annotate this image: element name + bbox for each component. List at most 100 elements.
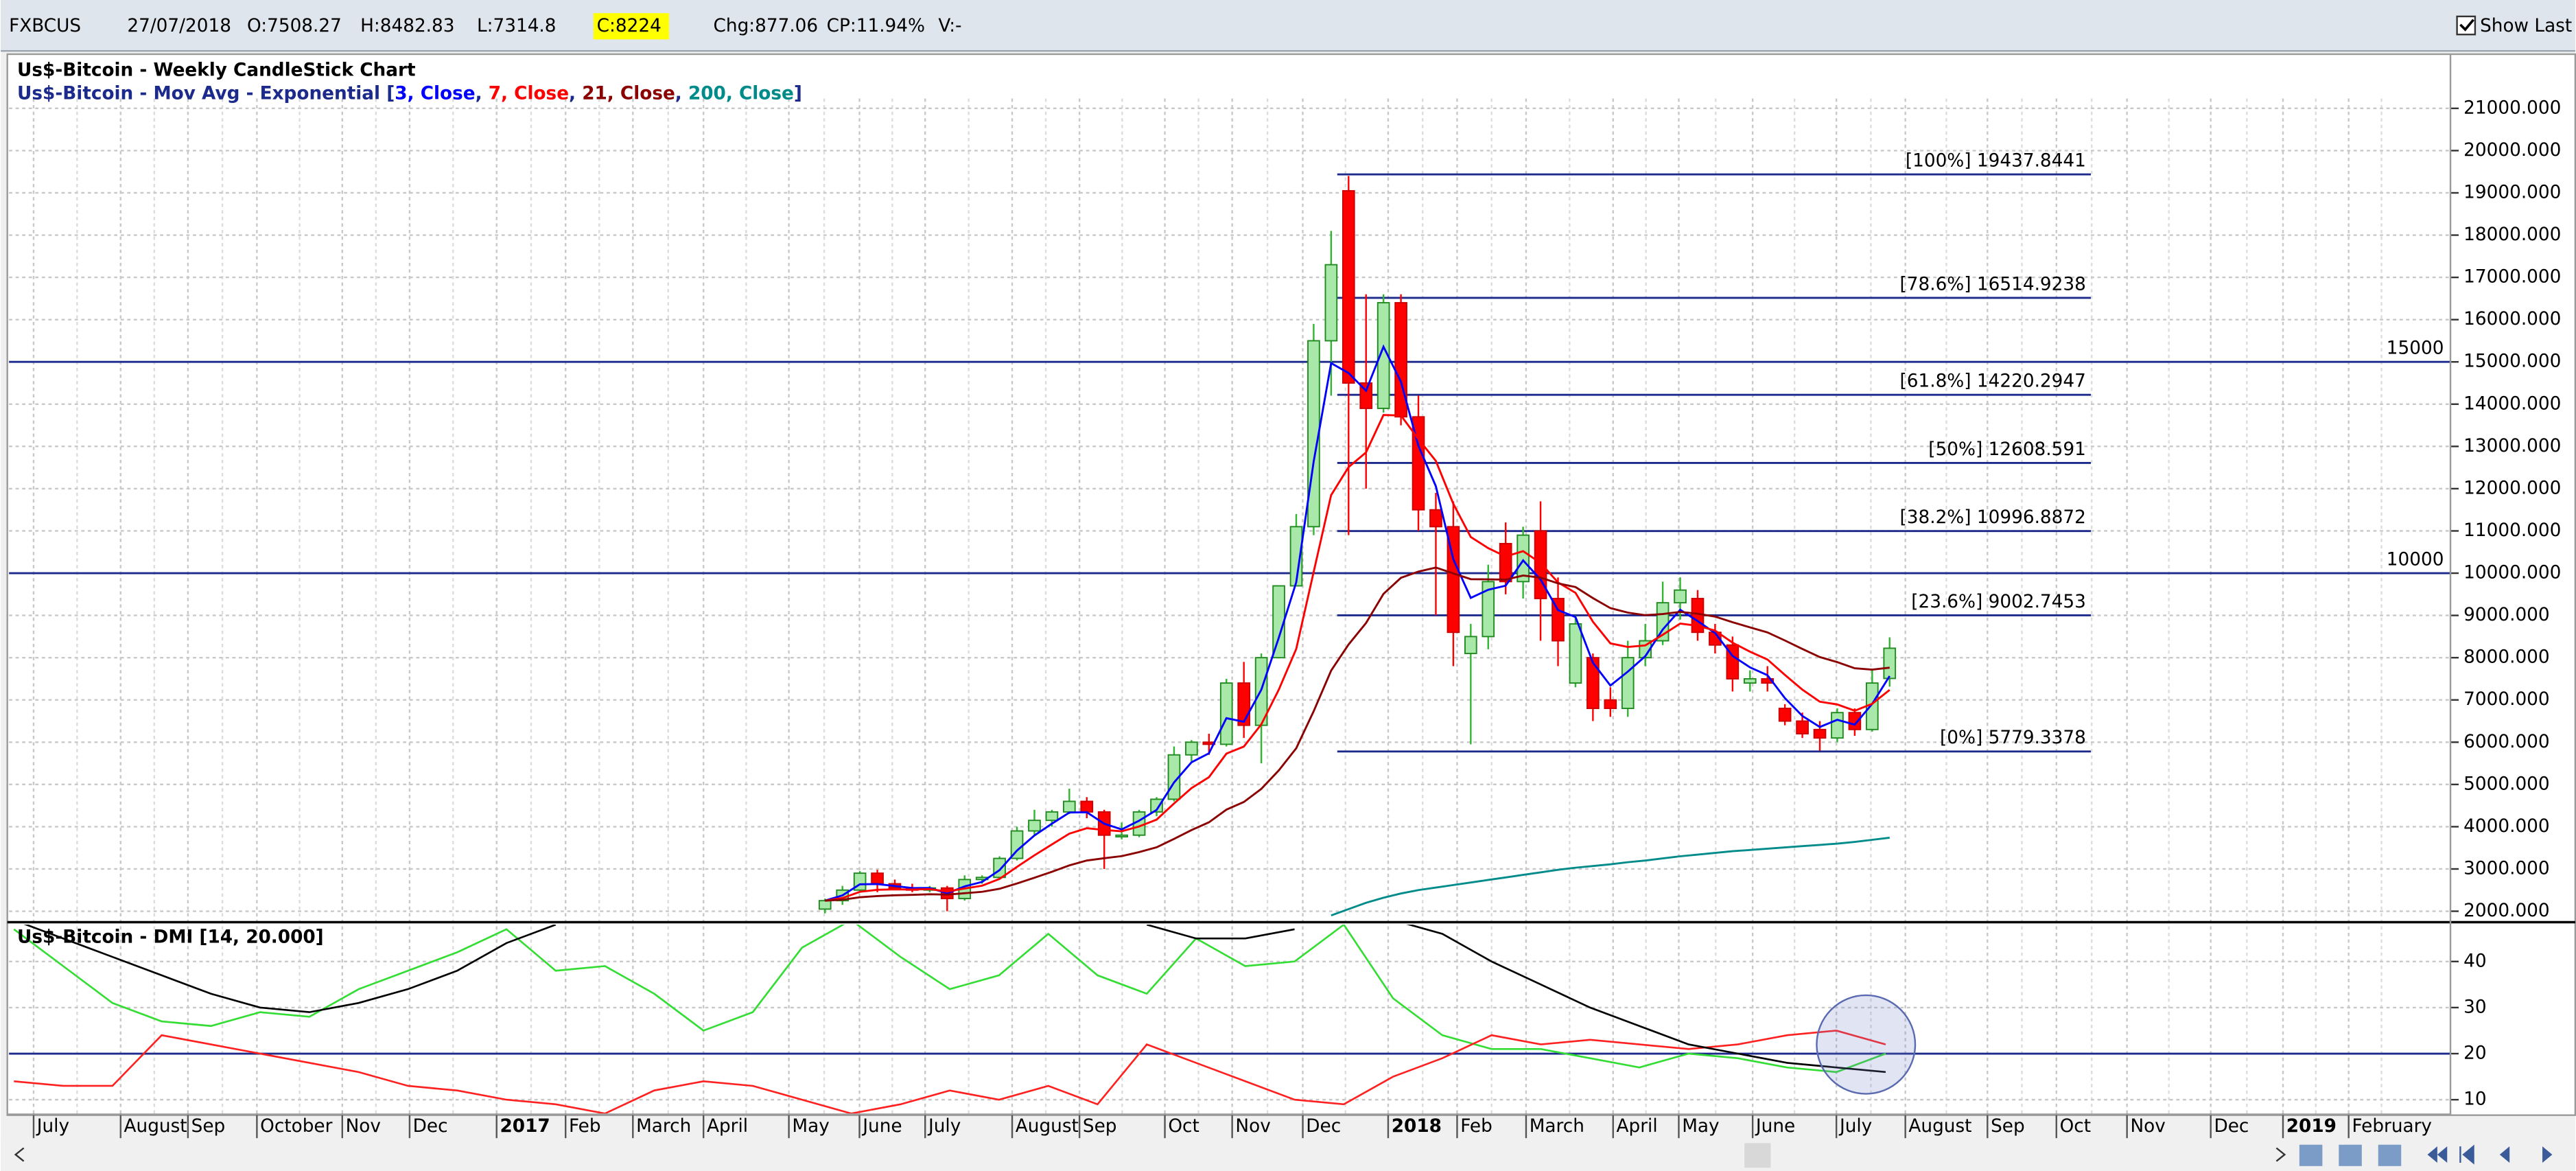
candle-body bbox=[1743, 677, 1757, 684]
candle-body bbox=[1342, 189, 1355, 384]
candle-body bbox=[1621, 657, 1635, 709]
checkmark bbox=[2459, 19, 2474, 32]
legend-text: Us$-Bitcoin - Mov Avg - Exponential [ bbox=[17, 83, 395, 104]
candle-body bbox=[871, 872, 884, 885]
legend-text: , bbox=[675, 83, 688, 104]
candle-body bbox=[1028, 820, 1041, 832]
x-tick-label: Dec bbox=[413, 1116, 448, 1137]
dmi-title: Us$-Bitcoin - DMI [14, 20.000] bbox=[17, 927, 324, 948]
y-tick-label: 8000.000 bbox=[2463, 647, 2549, 668]
candle-body bbox=[1604, 699, 1617, 709]
highlight-circle bbox=[1816, 994, 1917, 1095]
x-tick-label: May bbox=[1682, 1116, 1719, 1137]
legend-text: 200, Close bbox=[688, 83, 794, 104]
fib-label: [0%] 5779.3378 bbox=[1940, 728, 2086, 748]
candle-body bbox=[1883, 647, 1897, 680]
x-tick-label: 2017 bbox=[500, 1116, 550, 1137]
x-tick-label: July bbox=[927, 1116, 961, 1137]
candle-body bbox=[1412, 416, 1425, 511]
fib-label: [38.2%] 10996.8872 bbox=[1899, 507, 2085, 528]
close: C:8224 bbox=[597, 16, 661, 36]
x-tick-label: 2018 bbox=[1392, 1116, 1442, 1137]
candle-body bbox=[1761, 677, 1775, 684]
dmi-line bbox=[23, 925, 557, 1013]
candle-body bbox=[1237, 682, 1251, 726]
candle-body bbox=[1219, 682, 1233, 745]
candle-body bbox=[1185, 741, 1198, 756]
y-tick-label: 17000.000 bbox=[2463, 267, 2561, 288]
fib-label: [61.8%] 14220.2947 bbox=[1899, 371, 2085, 392]
y-tick-label: 6000.000 bbox=[2463, 732, 2549, 752]
scroll-right[interactable] bbox=[2275, 1147, 2286, 1162]
y-tick-label: 15000.000 bbox=[2463, 351, 2561, 372]
x-tick-label: April bbox=[707, 1116, 748, 1137]
y-tick-label: 40 bbox=[2463, 951, 2486, 971]
low: L:7314.8 bbox=[477, 16, 557, 36]
legend-text: , bbox=[569, 83, 582, 104]
x-tick-label: March bbox=[1530, 1116, 1584, 1137]
nav-button[interactable] bbox=[2499, 1146, 2510, 1163]
candle-body bbox=[1359, 382, 1373, 409]
x-tick-label: July bbox=[36, 1116, 69, 1137]
change: Chg:877.06 bbox=[714, 16, 819, 36]
candle-body bbox=[1080, 800, 1094, 813]
dmi-line bbox=[1406, 925, 1886, 1074]
high: H:8482.83 bbox=[360, 16, 454, 36]
y-tick-label: 3000.000 bbox=[2463, 858, 2549, 879]
tool-button[interactable] bbox=[2378, 1144, 2402, 1166]
x-tick-label: June bbox=[861, 1116, 902, 1137]
y-tick-label: 18000.000 bbox=[2463, 224, 2561, 245]
show-last-label[interactable]: Show Last bbox=[2480, 16, 2572, 36]
y-tick-label: 20000.000 bbox=[2463, 140, 2561, 161]
candle-body bbox=[1534, 530, 1547, 599]
candle-body bbox=[1150, 798, 1163, 813]
x-tick-label: Nov bbox=[346, 1116, 381, 1137]
x-tick-label: Feb bbox=[569, 1116, 601, 1137]
toolbar bbox=[1, 0, 2575, 51]
nav-button[interactable] bbox=[2542, 1146, 2553, 1163]
x-tick-label: August bbox=[1016, 1116, 1079, 1137]
x-tick-label: Oct bbox=[2060, 1116, 2091, 1137]
x-tick-label: Sep bbox=[1991, 1116, 2025, 1137]
tool-button[interactable] bbox=[2339, 1144, 2362, 1166]
candle-body bbox=[1569, 623, 1582, 684]
x-tick-label: 2019 bbox=[2286, 1116, 2337, 1137]
level-label: 10000 bbox=[2387, 549, 2444, 570]
x-tick-label: Nov bbox=[1235, 1116, 1270, 1137]
fib-label: [78.6%] 16514.9238 bbox=[1899, 274, 2085, 294]
ma-legend: Us$-Bitcoin - Mov Avg - Exponential [3, … bbox=[17, 83, 802, 104]
candle-body bbox=[1377, 302, 1390, 409]
level-label: 15000 bbox=[2387, 338, 2444, 359]
candle-body bbox=[1778, 708, 1792, 722]
scrollbar[interactable] bbox=[1, 1139, 2575, 1171]
x-tick-label: May bbox=[792, 1116, 829, 1137]
candle-body bbox=[1464, 636, 1477, 654]
candle-body bbox=[1429, 509, 1442, 528]
candle-body bbox=[1482, 581, 1495, 638]
x-tick-label: Sep bbox=[1083, 1116, 1117, 1137]
fib-label: [50%] 12608.591 bbox=[1928, 439, 2086, 460]
y-tick-label: 7000.000 bbox=[2463, 689, 2549, 710]
y-tick-label: 16000.000 bbox=[2463, 309, 2561, 329]
candle-body bbox=[1552, 598, 1565, 642]
x-tick-label: October bbox=[260, 1116, 332, 1137]
scroll-thumb[interactable] bbox=[1744, 1143, 1771, 1168]
date: 27/07/2018 bbox=[127, 16, 231, 36]
y-tick-label: 2000.000 bbox=[2463, 901, 2549, 921]
tool-button[interactable] bbox=[2299, 1144, 2323, 1166]
candle-body bbox=[1115, 834, 1128, 838]
x-tick-label: July bbox=[1838, 1116, 1872, 1137]
chart-title: Us$-Bitcoin - Weekly CandleStick Chart bbox=[17, 60, 416, 80]
volume: V:- bbox=[938, 16, 961, 36]
x-tick-label: August bbox=[1908, 1116, 1971, 1137]
y-tick-label: 13000.000 bbox=[2463, 436, 2561, 456]
scroll-left[interactable] bbox=[14, 1147, 25, 1162]
x-tick-label: Dec bbox=[1306, 1116, 1341, 1137]
fib-label: [100%] 19437.8441 bbox=[1906, 150, 2086, 171]
candle-body bbox=[1831, 712, 1844, 739]
candle-body bbox=[1499, 542, 1512, 583]
nav-button[interactable] bbox=[2459, 1144, 2474, 1165]
candle-body bbox=[1045, 811, 1059, 822]
x-tick-label: February bbox=[2352, 1116, 2432, 1137]
